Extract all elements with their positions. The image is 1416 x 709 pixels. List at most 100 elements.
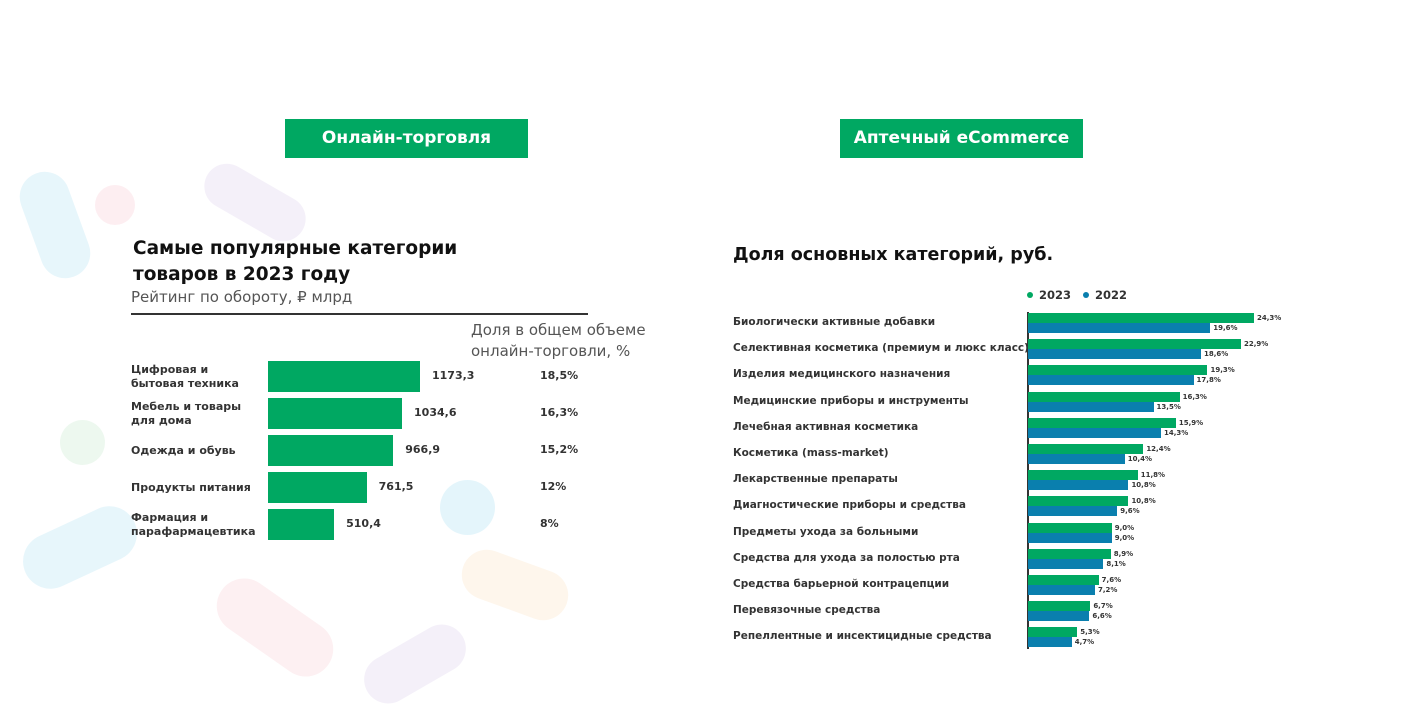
bar xyxy=(1028,349,1201,360)
bar xyxy=(1028,313,1254,323)
bar xyxy=(1028,454,1125,464)
value-label: 19,6% xyxy=(1213,324,1238,332)
legend-label: 2022 xyxy=(1095,288,1128,302)
value-label: 15,9% xyxy=(1178,418,1204,427)
legend-marker xyxy=(1027,292,1033,298)
bar xyxy=(268,361,420,392)
bar xyxy=(1028,339,1241,350)
category-label: Средства барьерной контрацепции xyxy=(733,578,950,590)
value-label: 24,3% xyxy=(1257,314,1282,322)
bar xyxy=(1028,401,1154,412)
bar xyxy=(1028,417,1176,428)
decoration xyxy=(355,615,475,709)
value-label: 10,4% xyxy=(1127,455,1153,463)
category-label: Лекарственные препараты xyxy=(733,473,898,486)
category-label: Фармация и парафармацевтика xyxy=(131,510,256,538)
share-label: 8% xyxy=(540,517,559,530)
category-label: Изделия медицинского назначения xyxy=(733,368,951,381)
value-label: 13,5% xyxy=(1156,402,1181,411)
decoration xyxy=(440,480,495,535)
value-label: 1034,6 xyxy=(414,406,457,419)
value-label: 6,7% xyxy=(1093,602,1113,611)
bar xyxy=(1028,522,1112,533)
value-label: 10,8% xyxy=(1131,497,1156,506)
divider xyxy=(131,313,588,315)
value-label: 966,9 xyxy=(405,443,441,456)
bar xyxy=(1028,506,1118,517)
share-label: 15,2% xyxy=(540,443,579,456)
value-label: 19,3% xyxy=(1210,366,1235,375)
column-header: Доля в общем объеме онлайн-торговли, % xyxy=(471,321,646,360)
share-label: 16,3% xyxy=(540,406,579,419)
category-label: Перевязочные средства xyxy=(733,604,881,617)
bar xyxy=(1028,427,1161,438)
decoration xyxy=(60,420,105,465)
bar xyxy=(1028,391,1180,402)
bar xyxy=(1028,375,1194,386)
bar xyxy=(1028,532,1112,543)
value-label: 18,6% xyxy=(1203,350,1229,359)
category-label: Медицинские приборы и инструменты xyxy=(733,394,969,407)
category-label: Биологически активные добавки xyxy=(733,316,936,328)
value-label: 6,6% xyxy=(1092,612,1112,621)
bar xyxy=(268,472,367,503)
bar xyxy=(1028,575,1099,585)
value-label: 7,2% xyxy=(1097,586,1118,594)
value-label: 7,6% xyxy=(1101,576,1122,584)
value-label: 510,4 xyxy=(346,517,381,530)
value-label: 11,8% xyxy=(1140,471,1166,480)
bar xyxy=(1028,444,1144,454)
category-label: Диагностические приборы и средства xyxy=(733,499,966,512)
decoration xyxy=(12,164,98,286)
category-label: Средства для ухода за полостью рта xyxy=(733,551,960,564)
share-label: 12% xyxy=(540,480,567,493)
bar xyxy=(1028,548,1111,559)
decoration xyxy=(95,185,135,225)
share-label: 18,5% xyxy=(540,369,579,382)
value-label: 12,4% xyxy=(1146,445,1171,453)
bar xyxy=(1028,480,1129,491)
value-label: 4,7% xyxy=(1074,638,1095,647)
value-label: 9,0% xyxy=(1114,533,1135,542)
chart-subtitle: Рейтинг по обороту, ₽ млрд xyxy=(131,288,353,306)
value-label: 9,0% xyxy=(1114,523,1135,532)
value-label: 9,6% xyxy=(1120,507,1140,516)
chart-title: Самые популярные категории товаров в 202… xyxy=(133,238,458,285)
category-label: Селективная косметика (премиум и люкс кл… xyxy=(733,342,1029,355)
category-label: Лечебная активная косметика xyxy=(733,420,919,433)
legend-marker xyxy=(1083,292,1089,298)
decoration xyxy=(205,567,345,688)
section-header: Аптечный eCommerce xyxy=(840,119,1083,158)
category-label: Продукты питания xyxy=(131,480,251,494)
value-label: 22,9% xyxy=(1243,340,1269,349)
axis-line xyxy=(1027,312,1029,649)
bar xyxy=(1028,601,1091,612)
bar xyxy=(1028,323,1211,333)
bar xyxy=(1028,627,1078,638)
bar xyxy=(1028,365,1208,376)
value-label: 17,8% xyxy=(1196,376,1221,385)
legend-label: 2023 xyxy=(1039,288,1072,302)
value-label: 10,8% xyxy=(1131,481,1156,490)
bar xyxy=(1028,585,1095,595)
value-label: 761,5 xyxy=(378,480,414,493)
category-label: Мебель и товары для дома xyxy=(131,399,242,427)
bar xyxy=(268,435,394,466)
bar xyxy=(1028,558,1104,569)
bar xyxy=(1028,470,1138,481)
value-label: 14,3% xyxy=(1163,428,1189,437)
category-label: Косметика (mass-market) xyxy=(733,447,889,459)
section-header: Онлайн-торговля xyxy=(285,119,528,158)
decoration xyxy=(13,497,147,598)
value-label: 5,3% xyxy=(1080,628,1100,637)
value-label: 1173,3 xyxy=(432,369,475,382)
value-label: 8,9% xyxy=(1113,549,1134,558)
category-label: Одежда и обувь xyxy=(131,443,236,457)
value-label: 8,1% xyxy=(1106,559,1126,568)
category-label: Предметы ухода за больными xyxy=(733,525,919,538)
bar xyxy=(1028,496,1129,507)
value-label: 16,3% xyxy=(1182,392,1207,401)
category-label: Цифровая и бытовая техника xyxy=(131,362,239,390)
bar xyxy=(268,398,403,429)
